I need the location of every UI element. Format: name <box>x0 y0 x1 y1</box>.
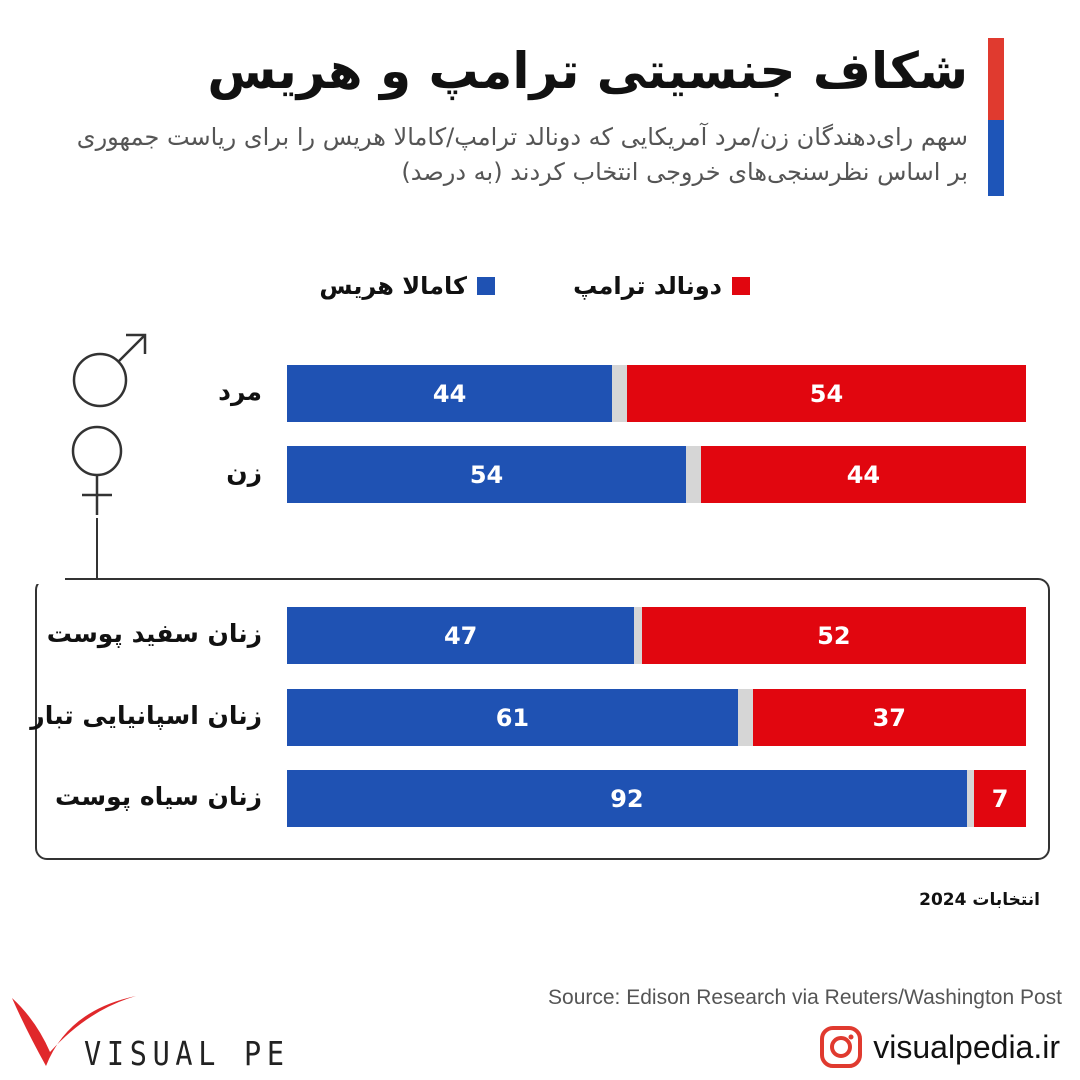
category-label: مرد <box>218 377 262 406</box>
bar-trump: 44 <box>700 446 1026 503</box>
title-accent-bar <box>988 38 1004 196</box>
bar-trump: 7 <box>974 770 1026 827</box>
bar-trump: 37 <box>752 689 1026 746</box>
legend-swatch-harris <box>477 277 495 295</box>
source-text: Source: Edison Research via Reuters/Wash… <box>548 986 1062 1009</box>
category-label: زن <box>226 458 262 487</box>
bar-trump: 52 <box>641 607 1026 664</box>
website[interactable]: visualpedia.ir <box>819 1025 1060 1069</box>
connector-line <box>96 518 98 580</box>
chart-title: شکاف جنسیتی ترامپ و هریس <box>207 42 968 100</box>
bar-harris: 54 <box>287 446 687 503</box>
connector-line <box>66 578 98 580</box>
gender-symbols <box>71 333 147 515</box>
election-note: انتخابات 2024 <box>919 890 1040 910</box>
legend-label-trump: دونالد ترامپ <box>573 272 722 300</box>
legend-label-harris: کامالا هریس <box>319 272 467 300</box>
bar-harris: 47 <box>287 607 635 664</box>
bar-harris: 61 <box>287 689 738 746</box>
women-breakdown-box <box>35 578 1050 860</box>
bar-harris: 44 <box>287 365 613 422</box>
legend-trump: دونالد ترامپ <box>573 272 750 300</box>
bar-trump: 54 <box>626 365 1026 422</box>
legend-harris: کامالا هریس <box>319 272 495 300</box>
category-label: زنان سفید پوست <box>46 619 262 648</box>
instagram-icon <box>820 1026 863 1068</box>
male-symbol-icon <box>72 333 147 408</box>
category-label: زنان سیاه پوست <box>55 782 262 811</box>
category-label: زنان اسپانیایی تبار <box>30 701 262 730</box>
chart-subtitle: سهم رای‌دهندگان زن/مرد آمریکایی که دونال… <box>76 123 968 186</box>
bar-harris: 92 <box>287 770 967 827</box>
legend-swatch-trump <box>732 277 750 295</box>
visualpedia-logo: VISUAL PEDIA <box>12 996 288 1070</box>
website-text: visualpedia.ir <box>873 1028 1060 1065</box>
female-symbol-icon <box>71 425 123 515</box>
svg-text:VISUAL PEDIA: VISUAL PEDIA <box>84 1035 288 1070</box>
